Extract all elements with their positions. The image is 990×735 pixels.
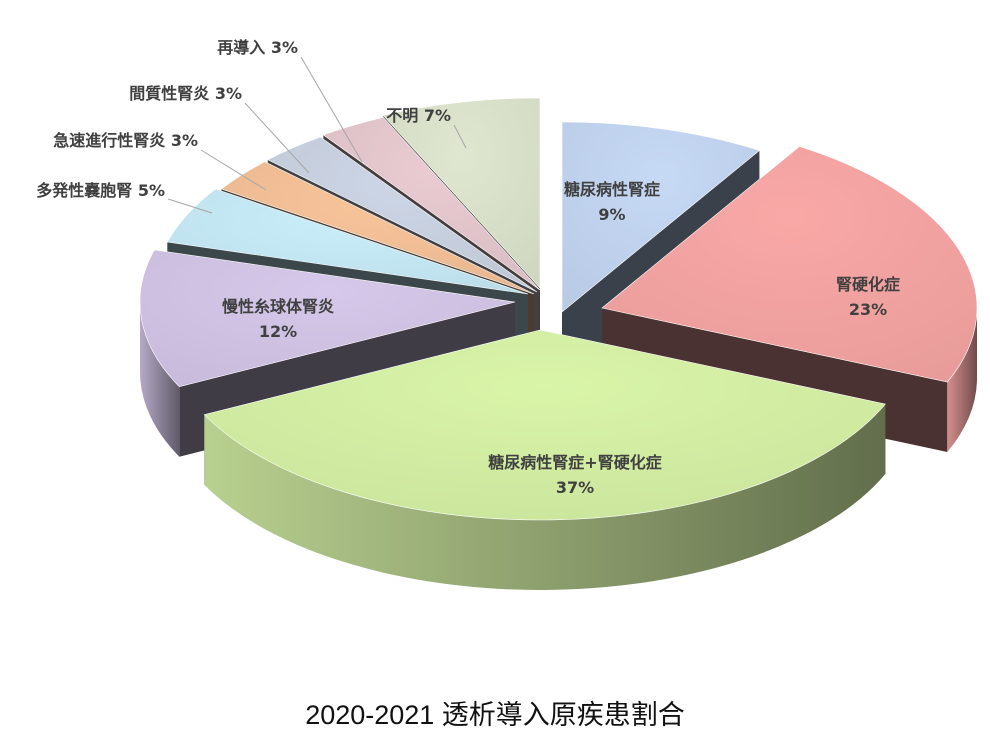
slice-top-3 [139, 249, 516, 388]
slice-top-0 [561, 121, 761, 313]
pie-tops [139, 97, 978, 521]
leader-line-8 [453, 124, 467, 149]
slice-top-7 [322, 117, 541, 291]
slice-label-name-2: 糖尿病性腎症+腎硬化症 [488, 453, 661, 472]
slice-outer-wall-2 [204, 404, 886, 591]
slice-label-name-1: 腎硬化症 [836, 275, 900, 294]
slice-label-name-3: 慢性糸球体腎炎 [222, 297, 334, 316]
slice-top-1 [601, 146, 978, 383]
slice-label-7: 再導入 3% [217, 38, 298, 57]
leader-line-5 [200, 149, 267, 191]
slice-label-value-2: 37% [556, 478, 594, 497]
slice-label-value-3: 12% [259, 322, 297, 341]
slice-top-2 [203, 329, 886, 521]
slice-label-5: 急速進行性腎炎 3% [53, 131, 198, 150]
leader-lines [167, 56, 467, 214]
slice-label-name-0: 糖尿病性腎症 [564, 180, 660, 199]
slice-label-8: 不明 7% [386, 106, 451, 125]
slice-label-4: 多発性嚢胞腎 5% [36, 181, 165, 200]
chart-title: 2020-2021 透析導入原疾患割合 [305, 700, 685, 730]
slice-outer-wall-3 [140, 302, 180, 457]
slice-top-4 [166, 188, 529, 295]
pie-labels: 糖尿病性腎症 9% 腎硬化症 23% 糖尿病性腎症+腎硬化症 37% 慢性糸球体腎炎 12% 多… [36, 38, 900, 497]
leader-line-4 [167, 198, 213, 214]
slice-top-8 [382, 97, 541, 289]
slice-label-value-0: 9% [598, 205, 625, 224]
slice-label-value-1: 23% [849, 300, 887, 319]
leader-line-7 [300, 56, 363, 163]
slice-label-6: 間質性腎炎 3% [129, 84, 242, 103]
slice-outer-wall-1 [947, 308, 977, 453]
slice-top-6 [267, 136, 538, 293]
leader-line-6 [244, 102, 310, 174]
